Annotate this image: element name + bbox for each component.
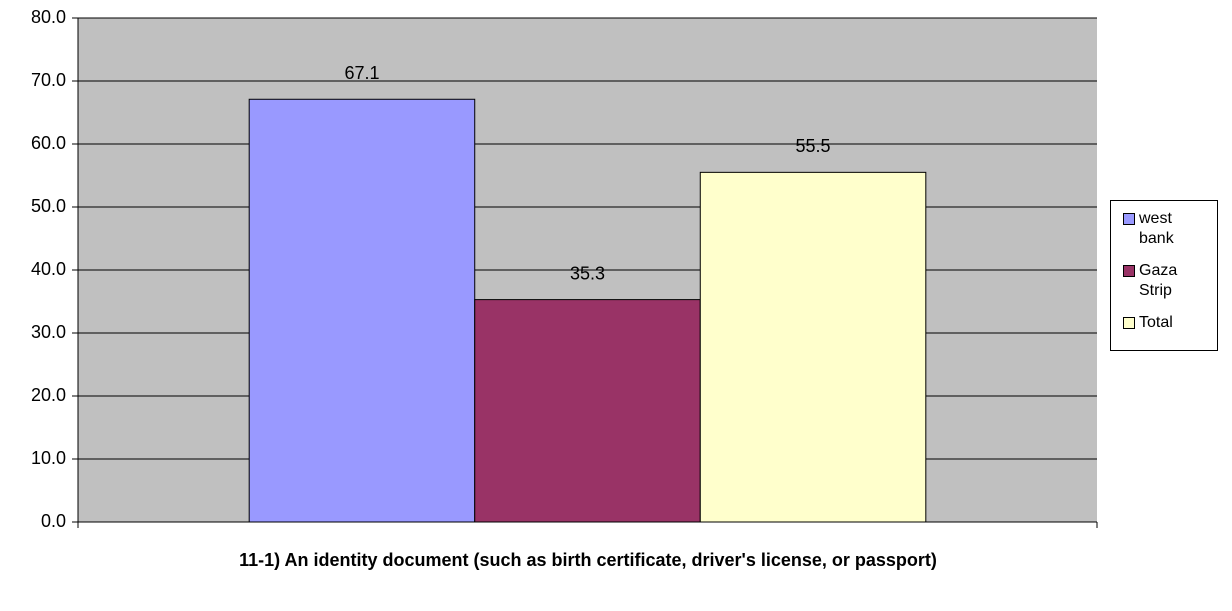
y-tick-label: 70.0	[31, 70, 66, 90]
y-tick-label: 50.0	[31, 196, 66, 216]
data-label: 55.5	[796, 136, 831, 156]
data-label: 67.1	[344, 63, 379, 83]
y-tick-label: 0.0	[41, 511, 66, 531]
y-tick-label: 60.0	[31, 133, 66, 153]
legend-swatch	[1123, 317, 1135, 329]
bar	[474, 299, 701, 523]
y-tick-label: 20.0	[31, 385, 66, 405]
y-tick-label: 80.0	[31, 7, 66, 27]
legend-item: Gaza Strip	[1123, 261, 1217, 313]
legend: west bank Gaza Strip Total	[1110, 200, 1218, 351]
y-tick-label: 40.0	[31, 259, 66, 279]
legend-label: west bank	[1139, 210, 1174, 247]
legend-swatch	[1123, 213, 1135, 225]
legend-item: Total	[1123, 313, 1217, 365]
x-tick-label: 11-1) An identity document (such as birt…	[239, 550, 937, 570]
y-tick-label: 10.0	[31, 448, 66, 468]
legend-swatch	[1123, 265, 1135, 277]
legend-item: west bank	[1123, 209, 1217, 261]
bar	[248, 98, 476, 523]
bar	[699, 171, 927, 523]
data-label: 35.3	[570, 263, 605, 283]
legend-label: Total	[1139, 314, 1173, 331]
y-tick-label: 30.0	[31, 322, 66, 342]
legend-label: Gaza Strip	[1139, 262, 1178, 299]
